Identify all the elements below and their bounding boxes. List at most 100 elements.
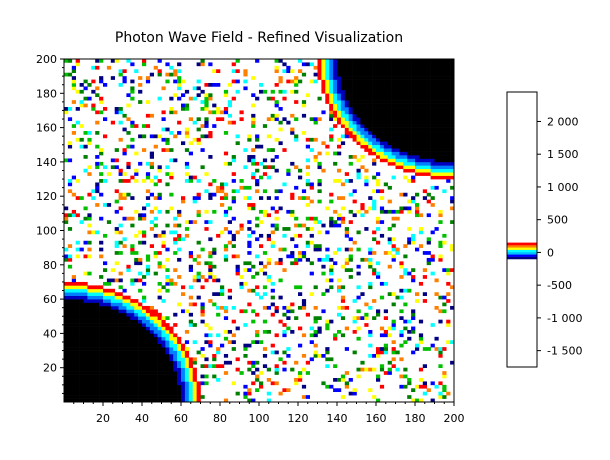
heatmap-cell bbox=[364, 62, 369, 67]
heatmap-cell bbox=[344, 72, 349, 77]
heatmap-cell bbox=[79, 319, 84, 324]
heatmap-cell bbox=[298, 69, 303, 74]
heatmap-cell bbox=[220, 288, 225, 293]
heatmap-cell bbox=[134, 261, 139, 266]
heatmap-cell bbox=[114, 295, 119, 300]
heatmap-cell bbox=[372, 93, 377, 98]
heatmap-cell bbox=[212, 83, 217, 87]
heatmap-cell bbox=[274, 155, 279, 159]
heatmap-cell bbox=[87, 137, 92, 142]
heatmap-cell bbox=[142, 59, 147, 63]
heatmap-cell bbox=[317, 96, 322, 101]
heatmap-cell bbox=[99, 312, 104, 317]
heatmap-cell bbox=[446, 319, 451, 324]
heatmap-cell bbox=[223, 353, 229, 358]
heatmap-cell bbox=[138, 377, 143, 382]
heatmap-cell bbox=[91, 319, 96, 324]
heatmap-cell bbox=[356, 117, 361, 122]
heatmap-cell bbox=[278, 107, 283, 111]
heatmap-cell bbox=[204, 107, 209, 111]
heatmap-cell bbox=[344, 83, 349, 87]
heatmap-cell bbox=[376, 275, 381, 279]
heatmap-cell bbox=[321, 62, 326, 67]
heatmap-cell bbox=[161, 137, 166, 142]
heatmap-cell bbox=[99, 388, 104, 393]
heatmap-cell bbox=[223, 371, 229, 375]
heatmap-cell bbox=[415, 347, 420, 351]
heatmap-cell bbox=[103, 395, 108, 399]
heatmap-cell bbox=[157, 288, 162, 293]
heatmap-cell bbox=[270, 381, 275, 386]
heatmap-cell bbox=[165, 72, 170, 77]
heatmap-cell bbox=[169, 329, 174, 334]
heatmap-cell bbox=[379, 196, 385, 200]
heatmap-cell bbox=[411, 96, 416, 101]
heatmap-cell bbox=[130, 144, 135, 149]
y-tick-label: 60 bbox=[43, 293, 57, 306]
heatmap-cell bbox=[169, 65, 174, 70]
heatmap-cell bbox=[270, 244, 275, 248]
heatmap-cell bbox=[446, 120, 451, 125]
heatmap-cell bbox=[422, 103, 427, 108]
heatmap-cell bbox=[126, 340, 131, 344]
heatmap-cell bbox=[64, 323, 69, 327]
heatmap-cell bbox=[356, 230, 361, 235]
heatmap-cell bbox=[395, 251, 400, 255]
heatmap-cell bbox=[403, 302, 408, 307]
heatmap-cell bbox=[157, 323, 162, 327]
heatmap-cell bbox=[442, 69, 447, 74]
heatmap-cell bbox=[216, 312, 221, 317]
heatmap-cell bbox=[103, 377, 108, 382]
heatmap-cell bbox=[177, 388, 182, 393]
heatmap-cell bbox=[103, 295, 108, 300]
heatmap-cell bbox=[83, 254, 88, 259]
heatmap-cell bbox=[192, 357, 197, 362]
heatmap-cell bbox=[340, 65, 346, 70]
heatmap-cell bbox=[387, 161, 392, 166]
heatmap-cell bbox=[270, 158, 275, 163]
heatmap-cell bbox=[290, 254, 295, 259]
heatmap-cell bbox=[173, 237, 178, 242]
heatmap-cell bbox=[126, 305, 131, 310]
heatmap-cell bbox=[364, 148, 369, 152]
heatmap-cell bbox=[239, 285, 244, 290]
heatmap-cell bbox=[67, 213, 73, 218]
heatmap-cell bbox=[188, 388, 193, 393]
heatmap-cell bbox=[383, 113, 388, 118]
heatmap-cell bbox=[411, 117, 416, 122]
heatmap-cell bbox=[239, 281, 244, 286]
heatmap-cell bbox=[83, 371, 88, 375]
heatmap-cell bbox=[282, 323, 287, 327]
heatmap-cell bbox=[395, 62, 400, 67]
heatmap-cell bbox=[415, 155, 420, 159]
heatmap-cell bbox=[173, 340, 178, 344]
heatmap-cell bbox=[99, 309, 104, 314]
heatmap-cell bbox=[79, 316, 84, 320]
heatmap-cell bbox=[379, 100, 385, 104]
heatmap-cell bbox=[169, 340, 174, 344]
heatmap-cell bbox=[130, 247, 135, 252]
heatmap-cell bbox=[411, 110, 416, 115]
heatmap-cell bbox=[305, 196, 310, 200]
heatmap-cell bbox=[87, 350, 92, 355]
heatmap-cell bbox=[422, 127, 427, 132]
heatmap-cell bbox=[247, 398, 252, 403]
heatmap-cell bbox=[344, 110, 349, 115]
heatmap-cell bbox=[71, 381, 76, 386]
heatmap-cell bbox=[126, 374, 131, 379]
heatmap-cell bbox=[407, 93, 412, 98]
heatmap-cell bbox=[262, 264, 268, 269]
heatmap-cell bbox=[286, 120, 291, 125]
heatmap-cell bbox=[212, 264, 217, 269]
heatmap-cell bbox=[442, 124, 447, 128]
heatmap-cell bbox=[430, 165, 435, 170]
heatmap-cell bbox=[243, 395, 248, 399]
heatmap-cell bbox=[192, 391, 197, 396]
heatmap-cell bbox=[356, 124, 361, 128]
heatmap-cell bbox=[208, 333, 213, 338]
heatmap-cell bbox=[430, 117, 435, 122]
heatmap-cell bbox=[83, 281, 88, 286]
heatmap-cell bbox=[317, 220, 322, 224]
heatmap-cell bbox=[122, 302, 127, 307]
